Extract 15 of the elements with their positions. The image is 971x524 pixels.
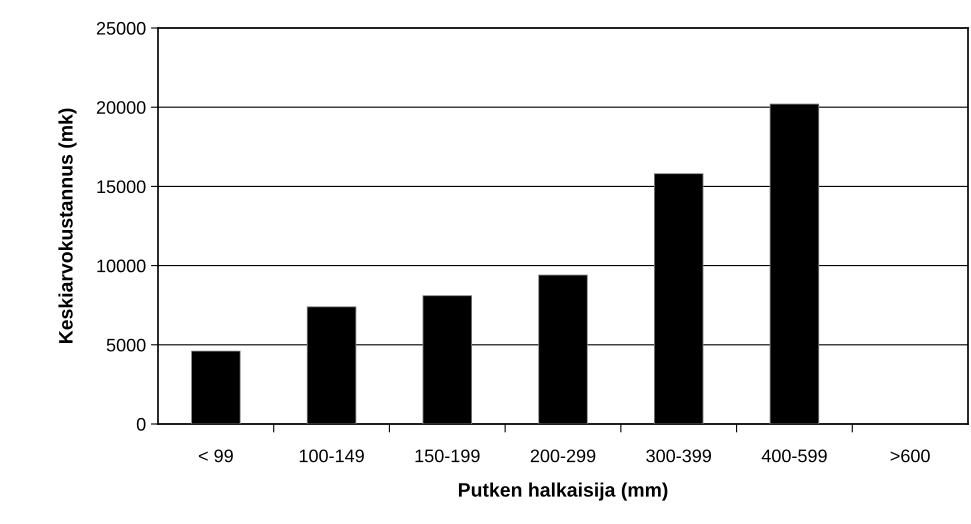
x-tick-label: < 99 <box>198 449 233 462</box>
x-tick-label: >600 <box>890 449 930 462</box>
y-tick-label: 15000 <box>97 180 146 194</box>
x-tick-label: 400-599 <box>762 449 827 462</box>
y-axis-title: Keskiarvokustannus (mk) <box>58 108 77 344</box>
y-tick-label: 0 <box>136 418 146 431</box>
x-tick-label: 100-149 <box>300 449 364 462</box>
x-tick-label: 150-199 <box>416 449 480 462</box>
y-tick-label: 10000 <box>97 260 146 272</box>
y-tick-label: 20000 <box>96 101 146 114</box>
x-axis-title: Putken halkaisija (mm) <box>458 482 668 501</box>
x-tick-label: 300-399 <box>646 449 711 462</box>
y-tick-label: 5000 <box>106 338 146 352</box>
y-tick-label: 25000 <box>96 22 146 35</box>
x-tick-label: 200-299 <box>530 449 596 462</box>
